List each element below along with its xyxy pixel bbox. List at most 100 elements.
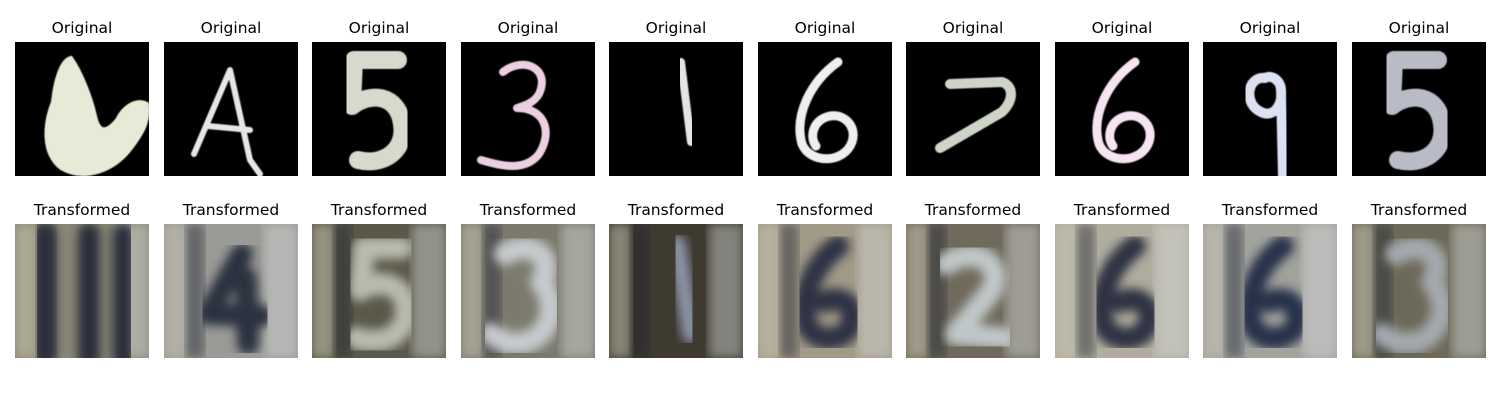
- transformed-title: Transformed: [182, 201, 280, 219]
- original-image: [609, 42, 743, 176]
- texture-band: [334, 224, 352, 358]
- texture-band: [1055, 224, 1077, 358]
- digit-stroke: [795, 57, 858, 164]
- original-image: [906, 42, 1040, 176]
- digit-stroke: [191, 67, 263, 176]
- image-background: [1055, 42, 1189, 176]
- image-background: [609, 42, 743, 176]
- transformed-image: [15, 224, 149, 358]
- transformed-image: [609, 224, 743, 358]
- digit-image: [164, 224, 298, 358]
- original-title: Original: [51, 19, 113, 37]
- digit-stroke: [935, 244, 1015, 349]
- original-image: [1352, 42, 1486, 176]
- digit-stroke: [1383, 51, 1452, 171]
- digit-image: [609, 224, 743, 358]
- texture-band: [1225, 224, 1243, 358]
- transformed-title: Transformed: [1073, 201, 1171, 219]
- texture-band: [15, 224, 37, 358]
- digit-stroke: [793, 235, 864, 350]
- digit-image: [164, 42, 298, 176]
- original-title: Original: [1239, 19, 1301, 37]
- digit-stroke: [677, 58, 695, 146]
- digit-stroke: [477, 60, 550, 170]
- texture-band: [858, 224, 892, 358]
- image-background: [164, 42, 298, 176]
- digit-image: [312, 42, 446, 176]
- digit-image: [758, 42, 892, 176]
- digit-image: [1352, 42, 1486, 176]
- texture-band: [312, 224, 334, 358]
- digit-stroke: [935, 77, 1016, 153]
- digit-image: [15, 224, 149, 358]
- texture-band: [709, 224, 743, 358]
- transformed-image: [164, 224, 298, 358]
- texture-band: [561, 224, 595, 358]
- original-title: Original: [200, 19, 262, 37]
- digit-image: [1203, 42, 1337, 176]
- digit-image: [461, 224, 595, 358]
- texture-band: [264, 224, 298, 358]
- digit-image: [312, 224, 446, 358]
- texture-band: [1303, 224, 1337, 358]
- digit-stroke: [34, 224, 134, 358]
- original-image: [758, 42, 892, 176]
- transformed-image: [1352, 224, 1486, 358]
- transformed-image: [461, 224, 595, 358]
- original-image: [1203, 42, 1337, 176]
- texture-band: [461, 224, 483, 358]
- texture-band: [1352, 224, 1374, 358]
- original-image: [312, 42, 446, 176]
- transformed-image: [1203, 224, 1337, 358]
- original-title: Original: [645, 19, 707, 37]
- digit-stroke: [480, 237, 562, 355]
- original-title: Original: [942, 19, 1004, 37]
- texture-band: [758, 224, 780, 358]
- texture-band: [1077, 224, 1095, 358]
- digit-image: [906, 224, 1040, 358]
- texture-band: [164, 224, 186, 358]
- original-image: [15, 42, 149, 176]
- digit-stroke: [1244, 72, 1288, 176]
- original-title: Original: [1388, 19, 1450, 37]
- digit-image: [461, 42, 595, 176]
- digit-image: [609, 42, 743, 176]
- transformed-title: Transformed: [33, 201, 131, 219]
- original-image: [164, 42, 298, 176]
- transformed-title: Transformed: [924, 201, 1022, 219]
- original-image: [1055, 42, 1189, 176]
- transformed-title: Transformed: [1221, 201, 1319, 219]
- transformed-title: Transformed: [330, 201, 428, 219]
- texture-band: [631, 224, 649, 358]
- digit-image: [1352, 224, 1486, 358]
- digit-image: [15, 42, 149, 176]
- texture-band: [1155, 224, 1189, 358]
- digit-stroke: [1371, 237, 1453, 355]
- image-background: [758, 42, 892, 176]
- transformed-image: [1055, 224, 1189, 358]
- texture-band: [1203, 224, 1225, 358]
- original-title: Original: [794, 19, 856, 37]
- digit-stroke: [1238, 235, 1309, 350]
- digit-stroke: [44, 55, 149, 176]
- original-title: Original: [348, 19, 410, 37]
- digit-stroke: [197, 243, 273, 355]
- transformed-title: Transformed: [627, 201, 725, 219]
- transformed-title: Transformed: [479, 201, 577, 219]
- digit-image: [1055, 224, 1189, 358]
- original-title: Original: [497, 19, 559, 37]
- texture-band: [412, 224, 446, 358]
- texture-band: [186, 224, 204, 358]
- texture-band: [1452, 224, 1486, 358]
- texture-band: [780, 224, 798, 358]
- texture-band: [928, 224, 946, 358]
- digit-image: [1055, 42, 1189, 176]
- digit-image: [758, 224, 892, 358]
- transformed-image: [312, 224, 446, 358]
- digit-stroke: [1090, 235, 1161, 350]
- original-image: [461, 42, 595, 176]
- transformed-title: Transformed: [1370, 201, 1468, 219]
- digit-stroke: [345, 237, 418, 352]
- digit-image: [906, 42, 1040, 176]
